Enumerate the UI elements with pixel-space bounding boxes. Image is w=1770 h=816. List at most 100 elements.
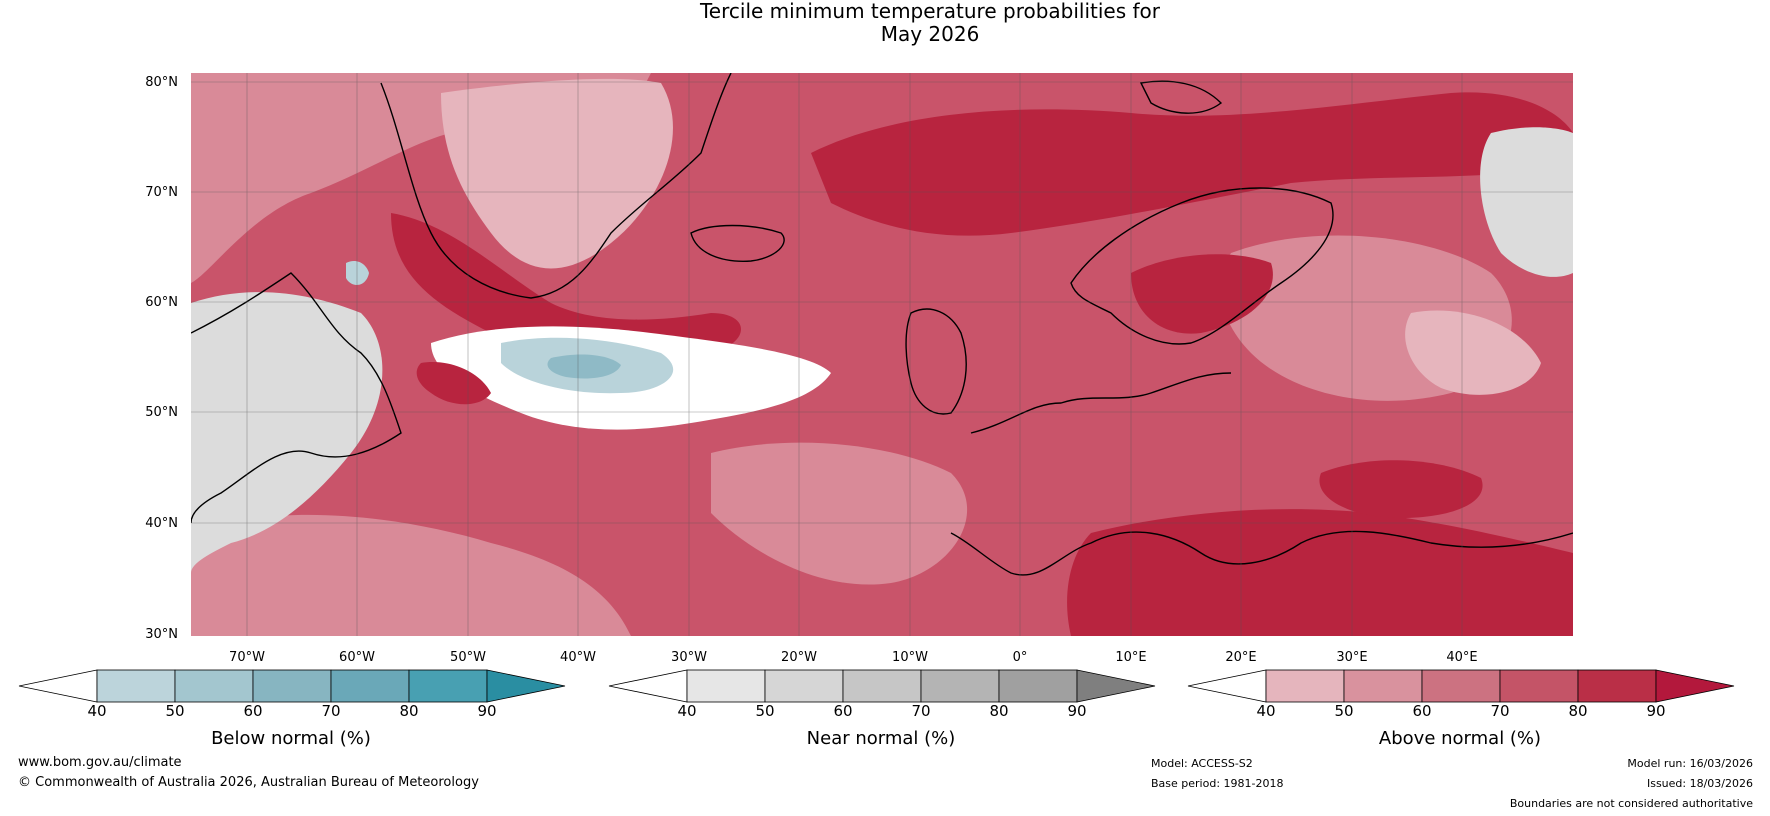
lon-label-0: 0° [1012,650,1028,665]
footer-issued: Issued: 18/03/2026 [1646,777,1753,790]
chart-title: Tercile minimum temperature probabilitie… [0,0,1770,46]
colorbar-below-tick-40: 40 [87,702,107,720]
colorbar-bin-4 [920,669,1000,703]
colorbar-above-tick-50: 50 [1334,702,1354,720]
colorbar-bin-5 [998,669,1078,703]
footer-disclaimer: Boundaries are not considered authoritat… [1509,797,1753,810]
lon-label-30w: 30°W [671,650,707,665]
colorbar-below-tick-60: 60 [243,702,263,720]
colorbar-near-tick-80: 80 [989,702,1009,720]
colorbar-min-extension [1187,669,1267,703]
colorbar-above-tick-90: 90 [1646,702,1666,720]
colorbar-near-normal-svg [608,669,1156,703]
colorbar-below-normal: 40 50 60 70 80 90 Below normal (%) [18,668,568,768]
colorbar-above-normal-svg [1187,669,1735,703]
lat-label-60n: 60°N [145,295,178,310]
title-line-1: Tercile minimum temperature probabilitie… [699,0,1161,23]
colorbar-below-tick-50: 50 [165,702,185,720]
lon-label-50w: 50°W [450,650,486,665]
above-strong-region-mediterranean [1067,509,1573,636]
colorbar-near-tick-40: 40 [677,702,697,720]
colorbar-near-normal: 40 50 60 70 80 90 Near normal (%) [608,668,1158,768]
lon-label-70w: 70°W [229,650,265,665]
colorbar-above-tick-60: 60 [1412,702,1432,720]
colorbar-min-extension [608,669,688,703]
colorbar-max-extension [1655,669,1735,703]
graticule [191,73,1573,636]
labrador-coast [191,272,402,524]
colorbar-bin-3 [1421,669,1501,703]
colorbar-near-title: Near normal (%) [806,728,956,749]
above-strong-patch-atlantic [416,362,491,405]
near-normal-region-east [1480,127,1573,277]
lon-label-20e: 20°E [1225,650,1257,665]
colorbar-bin-3 [842,669,922,703]
colorbar-above-tick-40: 40 [1256,702,1276,720]
lon-label-40w: 40°W [560,650,596,665]
colorbar-bin-1 [686,669,766,703]
colorbar-bin-3 [252,669,332,703]
colorbar-near-tick-70: 70 [911,702,931,720]
footer-model-run: Model run: 16/03/2026 [1627,757,1753,770]
colorbar-below-normal-svg [18,669,566,703]
lat-label-30n: 30°N [145,627,178,642]
colorbar-bin-1 [1265,669,1345,703]
above-pale-region-greenland [441,78,673,269]
british-isles-coast [905,308,967,415]
above-strong-region-greenland-south [391,213,741,364]
lon-label-60w: 60°W [339,650,375,665]
near-normal-region-west [191,292,383,573]
colorbar-bin-4 [1499,669,1579,703]
svalbard-coast [1139,80,1223,114]
footer-copyright: © Commonwealth of Australia 2026, Austra… [18,775,479,790]
above-pale-region-east [1405,310,1541,395]
colorbar-above-tick-70: 70 [1490,702,1510,720]
colorbar-near-tick-90: 90 [1067,702,1087,720]
lon-label-10e: 10°E [1115,650,1147,665]
colorbar-above-tick-80: 80 [1568,702,1588,720]
above-strong-region-blacksea [1319,460,1483,518]
lon-label-40e: 40°E [1446,650,1478,665]
lat-label-70n: 70°N [145,185,178,200]
colorbar-bin-2 [1343,669,1423,703]
scandinavia-coast [1070,187,1334,345]
above-strong-region-north [811,92,1573,236]
lon-label-10w: 10°W [892,650,928,665]
colorbar-near-tick-60: 60 [833,702,853,720]
colorbar-above-normal: 40 50 60 70 80 90 Above normal (%) [1187,668,1737,768]
colorbar-min-extension [18,669,98,703]
colorbar-below-tick-70: 70 [321,702,341,720]
colorbar-max-extension [1076,669,1156,703]
colorbar-max-extension [486,669,566,703]
footer-model: Model: ACCESS-S2 [1151,757,1253,770]
below-mid-region [547,354,621,379]
colorbar-below-title: Below normal (%) [211,728,371,749]
below-light-region-small [346,261,369,285]
lon-label-20w: 20°W [781,650,817,665]
lat-label-40n: 40°N [145,516,178,531]
iceland-coast [690,224,785,262]
footer-website: www.bom.gov.au/climate [18,755,182,770]
colorbar-bin-2 [174,669,254,703]
colorbar-bin-4 [330,669,410,703]
colorbar-bin-5 [1577,669,1657,703]
greenland-coast [380,73,732,299]
colorbar-below-tick-80: 80 [399,702,419,720]
lat-label-50n: 50°N [145,405,178,420]
title-line-2: May 2026 [880,22,980,46]
colorbar-bin-2 [764,669,844,703]
map-svg [191,73,1573,636]
colorbar-above-title: Above normal (%) [1378,728,1542,749]
colorbar-near-tick-50: 50 [755,702,775,720]
footer-base-period: Base period: 1981-2018 [1151,777,1284,790]
coastlines [191,73,1573,576]
above-light-region-south [191,514,631,636]
above-strong-region-scandinavia [1131,254,1273,334]
colorbar-bin-1 [96,669,176,703]
lat-label-80n: 80°N [145,75,178,90]
colorbar-bin-5 [408,669,488,703]
probability-map [191,73,1573,636]
lon-label-30e: 30°E [1336,650,1368,665]
colorbar-below-tick-90: 90 [477,702,497,720]
above-light-region-mid [711,442,968,585]
